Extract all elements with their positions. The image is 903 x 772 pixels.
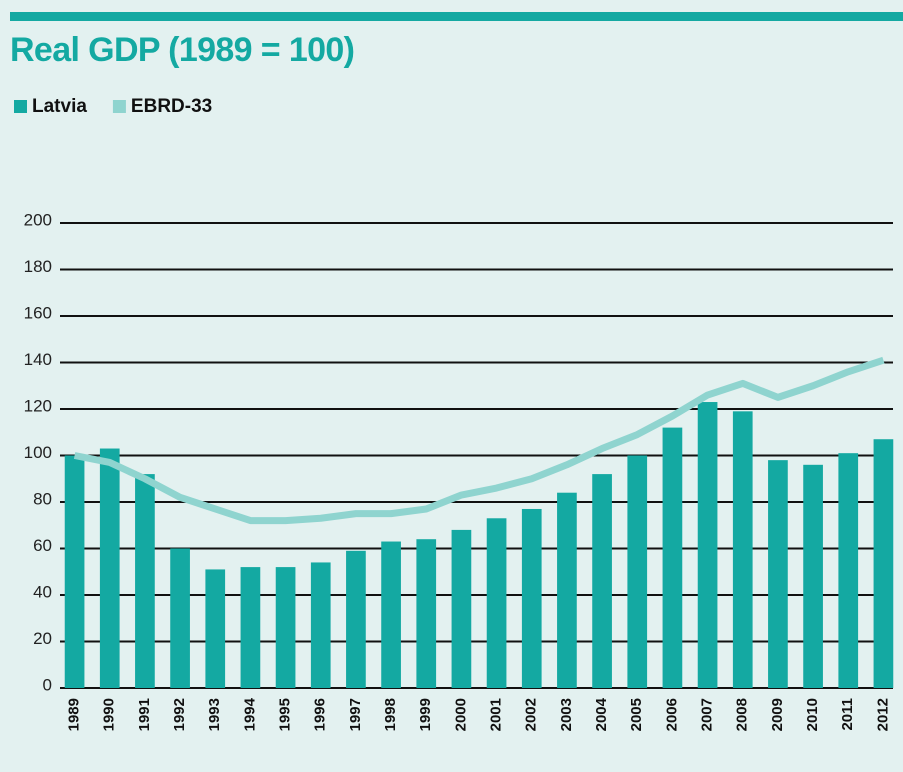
bar [416,539,437,688]
x-tick-label: 2000 [452,698,469,731]
y-tick-label: 20 [33,629,52,648]
bar [240,567,261,688]
legend-label: Latvia [32,96,87,117]
bar [873,439,894,688]
bar [768,460,788,688]
bar [521,508,542,688]
x-tick-label: 2012 [874,698,891,731]
x-tick-label: 1991 [136,698,153,731]
x-tick-label: 1996 [312,698,329,731]
y-tick-label: 60 [33,536,52,555]
bar [697,402,718,688]
bar [592,474,612,688]
x-tick-label: 2005 [628,698,645,731]
bar [627,455,648,688]
bar [486,518,507,688]
x-tick-label: 1994 [241,697,258,731]
bar [803,464,823,688]
bar [205,569,226,688]
x-tick-label: 2007 [699,698,716,731]
x-tick-label: 1997 [347,698,364,731]
bar [135,474,155,688]
bar [662,427,683,688]
y-tick-label: 160 [24,303,52,322]
bar [346,550,366,688]
x-tick-label: 2009 [769,698,786,731]
x-tick-label: 1992 [171,698,188,731]
line [73,356,885,525]
legend-swatch [14,100,27,113]
bar [732,411,753,688]
y-tick-label: 0 [43,675,52,694]
x-tick-label: 1990 [101,698,118,731]
x-tick-label: 1998 [382,698,399,731]
bar [838,453,859,688]
x-tick-label: 1999 [417,698,434,731]
x-tick-label: 2010 [804,698,821,731]
x-tick-label: 2008 [734,698,751,731]
x-tick-label: 1989 [66,698,83,731]
chart-title: Real GDP (1989 = 100) [10,31,355,69]
top-rule [10,12,903,21]
y-tick-label: 120 [24,396,52,415]
x-tick-label: 2002 [523,698,540,731]
y-tick-label: 140 [24,350,52,369]
bar [310,562,331,688]
y-tick-label: 100 [24,443,52,462]
bar [275,567,296,688]
legend-label: EBRD-33 [131,96,212,117]
bar [170,548,190,688]
legend-swatch [112,100,126,113]
x-tick-label: 2004 [593,697,610,731]
bar [451,529,472,688]
bar [99,448,120,688]
x-tick-label: 2001 [488,698,505,731]
x-tick-label: 2011 [839,698,856,731]
x-tick-label: 2006 [663,698,680,731]
bar [557,492,577,688]
y-tick-label: 40 [33,582,52,601]
bar [64,455,85,688]
x-tick-label: 1993 [206,698,223,731]
x-tick-label: 1995 [277,698,294,731]
bar [381,541,401,688]
y-tick-label: 80 [33,489,52,508]
y-tick-label: 200 [24,210,52,229]
y-tick-label: 180 [24,257,52,276]
x-tick-label: 2003 [558,698,575,731]
